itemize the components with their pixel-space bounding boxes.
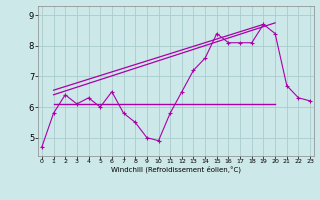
X-axis label: Windchill (Refroidissement éolien,°C): Windchill (Refroidissement éolien,°C): [111, 166, 241, 173]
